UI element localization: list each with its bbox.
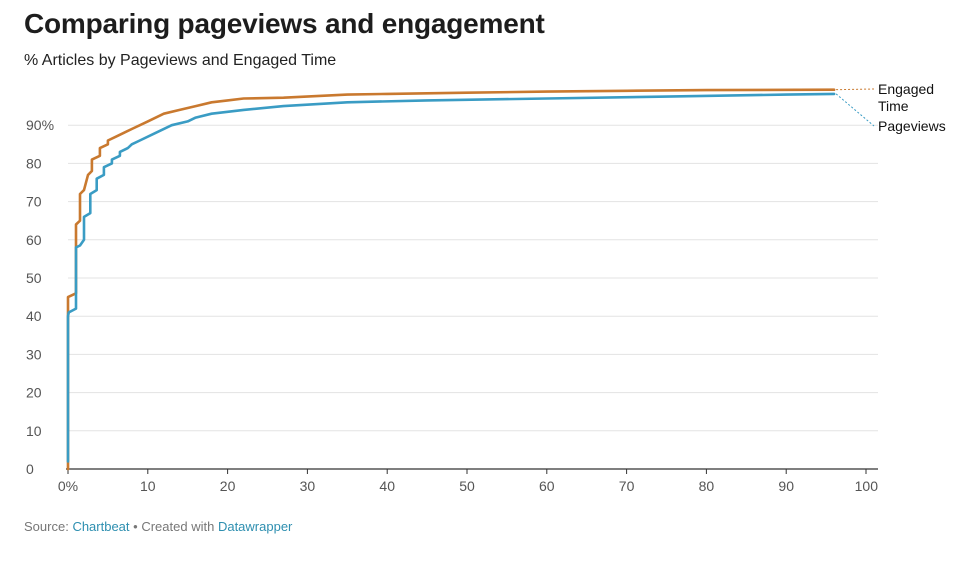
series-lines [66, 88, 836, 471]
pageviews-leader [835, 93, 875, 127]
footer-separator: • [133, 519, 138, 534]
chart-subtitle: % Articles by Pageviews and Engaged Time [24, 52, 337, 69]
x-tick-label: 80 [699, 478, 715, 494]
engaged-time-line [66, 88, 836, 471]
engaged-time-leader [836, 88, 875, 91]
x-tick-label: 20 [220, 478, 236, 494]
y-tick-label: 10 [26, 423, 42, 439]
created-with-label: Created with [141, 519, 215, 534]
gridlines [68, 124, 878, 432]
pageviews-line [66, 92, 836, 463]
x-tick-label: 30 [300, 478, 316, 494]
legend-engaged-time: Engaged Time [878, 81, 934, 114]
source-label: Source: [24, 519, 69, 534]
x-tick-label: 0% [58, 478, 78, 494]
x-tick-label: 10 [140, 478, 156, 494]
y-tick-label: 0 [26, 461, 34, 477]
y-tick-label: 80 [26, 155, 42, 171]
y-tick-label: 20 [26, 385, 42, 401]
y-tick-label: 50 [26, 270, 42, 286]
y-tick-label: 60 [26, 232, 42, 248]
x-tick-label: 100 [855, 478, 879, 494]
x-tick-label: 90 [778, 478, 794, 494]
x-tick-label: 40 [379, 478, 395, 494]
y-tick-label: 30 [26, 346, 42, 362]
x-axis: 0% 10 20 30 40 50 60 70 80 90 100 [58, 468, 879, 494]
y-tick-label: 70 [26, 194, 42, 210]
datawrapper-link[interactable]: Datawrapper [217, 519, 293, 534]
x-tick-label: 60 [539, 478, 555, 494]
y-axis-ticks: 0 10 20 30 40 50 60 70 80 90% [26, 117, 54, 477]
source-link[interactable]: Chartbeat [72, 519, 130, 534]
y-tick-label: 40 [26, 308, 42, 324]
chart-footer: Source: Chartbeat • Created with Datawra… [24, 519, 292, 534]
chart-title: Comparing pageviews and engagement [24, 8, 545, 39]
x-tick-label: 50 [459, 478, 475, 494]
y-tick-label: 90% [26, 117, 54, 133]
legend: Engaged Time Pageviews [835, 81, 946, 134]
x-tick-label: 70 [619, 478, 635, 494]
legend-pageviews: Pageviews [878, 118, 946, 134]
